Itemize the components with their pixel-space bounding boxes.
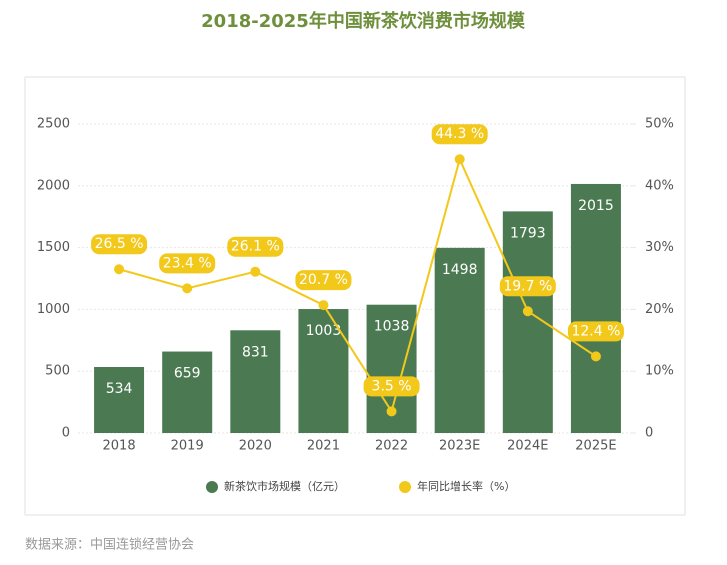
bar [434, 247, 485, 433]
data-label-box [363, 376, 420, 397]
data-label-box [295, 270, 352, 291]
bar-value-label: 1038 [374, 319, 410, 335]
y-tick-label: 500 [45, 364, 70, 379]
bar-value-label: 534 [106, 381, 133, 397]
data-label: 19.7 % [503, 278, 552, 294]
x-tick-label: 2025E [575, 439, 616, 454]
y-tick-label: 2500 [37, 117, 70, 132]
x-tick-label: 2023E [439, 439, 480, 454]
x-tick-label: 2020 [239, 439, 272, 454]
bar-value-label: 831 [242, 344, 269, 360]
y2-tick-label: 10% [645, 364, 674, 379]
line-point [522, 306, 533, 317]
bar [94, 366, 145, 433]
bar-value-label: 659 [174, 366, 201, 382]
line-point [182, 283, 193, 294]
x-tick-label: 2021 [307, 439, 340, 454]
y-tick-label: 2000 [37, 178, 70, 193]
bar-value-label: 1498 [442, 262, 478, 278]
x-tick-label: 2019 [171, 439, 204, 454]
data-label-box [567, 321, 624, 342]
line-point [250, 266, 261, 277]
y2-tick-label: 20% [645, 302, 674, 317]
data-label: 26.1 % [231, 239, 280, 255]
data-label-box [91, 234, 148, 255]
y-tick-label: 1000 [37, 302, 70, 317]
x-tick-label: 2022 [375, 439, 408, 454]
data-label: 23.4 % [163, 255, 212, 271]
legend-marker [206, 481, 218, 493]
data-label: 20.7 % [299, 272, 348, 288]
line-point [454, 154, 465, 165]
y2-tick-label: 30% [645, 240, 674, 255]
chart-frame [24, 76, 686, 516]
bar-value-label: 1793 [510, 225, 546, 241]
legend-label: 年同比增长率（%） [417, 479, 515, 493]
legend-label: 新茶饮市场规模（亿元） [224, 479, 345, 493]
data-label: 26.5 % [95, 236, 144, 252]
data-label-box [431, 124, 488, 145]
data-label-box [227, 236, 284, 257]
line-point [114, 264, 125, 275]
legend-marker [399, 481, 411, 493]
y2-tick-label: 0 [645, 426, 653, 441]
y-tick-label: 0 [62, 426, 70, 441]
bar-value-label: 1003 [306, 323, 342, 339]
line-point [318, 300, 329, 311]
data-label-box [499, 276, 556, 297]
line-point [590, 351, 601, 362]
bar [162, 351, 213, 433]
line-point [386, 406, 397, 417]
y2-tick-label: 50% [645, 117, 674, 132]
data-label: 44.3 % [435, 126, 484, 142]
x-tick-label: 2018 [103, 439, 136, 454]
data-label-box [159, 253, 216, 274]
bar-value-label: 2015 [578, 198, 614, 214]
bar [570, 183, 621, 433]
chart-title: 2018-2025年中国新茶饮消费市场规模 [201, 10, 526, 32]
data-label: 3.5 % [372, 378, 412, 394]
y-tick-label: 1500 [37, 240, 70, 255]
y2-tick-label: 40% [645, 178, 674, 193]
data-label: 12.4 % [571, 323, 620, 339]
x-tick-label: 2024E [507, 439, 548, 454]
bar [230, 330, 281, 433]
source-note: 数据来源：中国连锁经营协会 [25, 537, 194, 553]
